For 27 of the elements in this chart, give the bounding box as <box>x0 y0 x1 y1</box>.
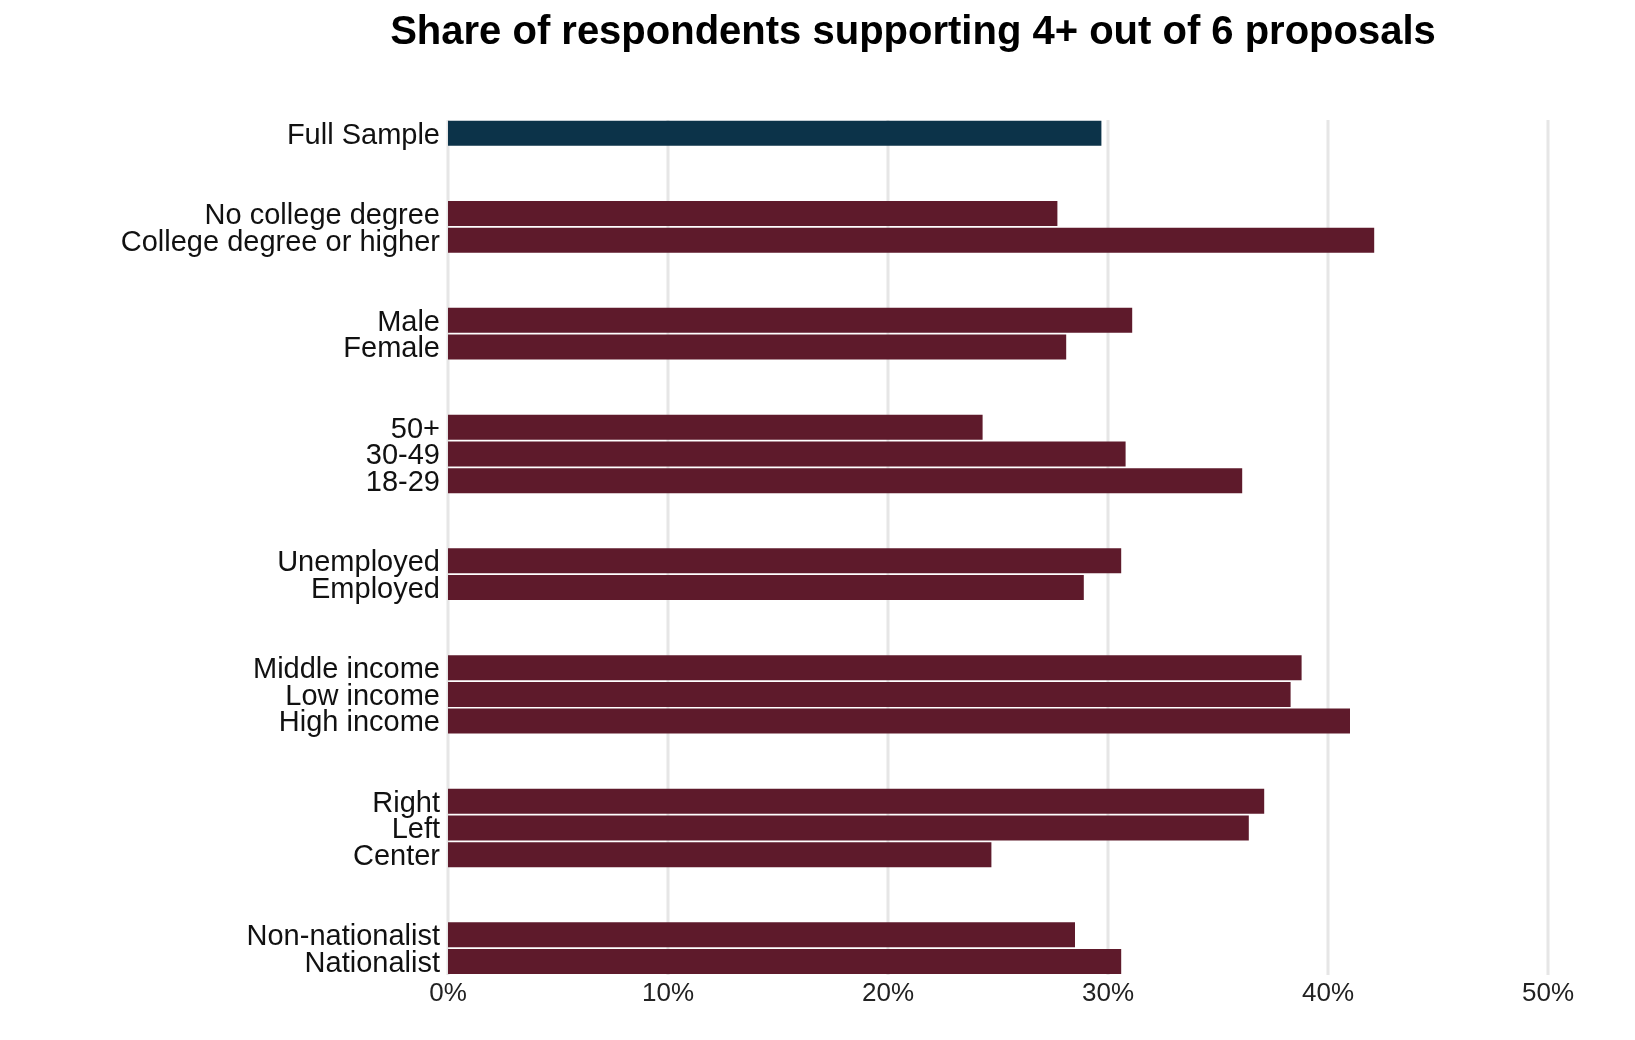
bar <box>448 120 1102 146</box>
x-tick-label: 40% <box>1301 977 1355 1008</box>
x-tick-label: 50% <box>1521 977 1575 1008</box>
y-tick-label: High income <box>278 705 440 738</box>
bar <box>448 949 1122 975</box>
x-tick-label: 10% <box>641 977 695 1008</box>
x-tick-label: 0% <box>429 977 467 1008</box>
bar <box>448 307 1133 333</box>
bar <box>448 681 1291 707</box>
y-tick-label: Nationalist <box>304 945 440 978</box>
bar <box>448 708 1350 734</box>
y-tick-label: Center <box>352 839 441 872</box>
bar <box>448 227 1375 253</box>
chart-title: Share of respondents supporting 4+ out of 6 proposals <box>389 8 1437 54</box>
y-tick-label: Full Sample <box>286 117 440 150</box>
bar <box>448 468 1243 494</box>
bar <box>448 922 1075 948</box>
x-tick-label: 30% <box>1081 977 1135 1008</box>
bar <box>448 200 1058 226</box>
bar <box>448 548 1122 574</box>
y-tick-label: Right <box>372 785 440 818</box>
bar <box>448 334 1067 360</box>
bar <box>448 655 1302 681</box>
y-tick-label: Female <box>343 331 440 364</box>
x-tick-label: 20% <box>861 977 915 1008</box>
bar <box>448 842 992 868</box>
bar <box>448 575 1084 601</box>
